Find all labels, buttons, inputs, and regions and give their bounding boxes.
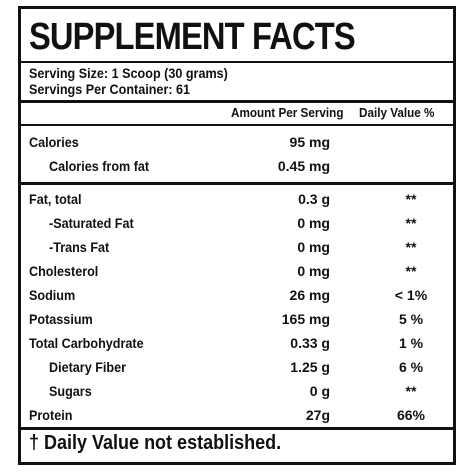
nutrient-name: Cholesterol — [29, 263, 99, 279]
nutrient-amount: 95 mg — [289, 134, 330, 150]
nutrient-daily-value: 6 % — [398, 359, 424, 375]
nutrient-amount: 27g — [305, 407, 330, 423]
nutrient-name: Sodium — [29, 287, 76, 303]
nutrient-row-fat-total: Fat, total 0.3 g ** — [21, 187, 453, 211]
nutrient-amount: 0 g — [309, 383, 330, 399]
divider — [21, 182, 453, 185]
nutrient-daily-value: ** — [405, 191, 417, 207]
divider — [21, 100, 453, 103]
nutrient-row-potassium: Potassium 165 mg 5 % — [21, 307, 453, 331]
nutrient-amount: 26 mg — [289, 287, 330, 303]
nutrient-daily-value: ** — [405, 239, 417, 255]
nutrient-row-total-carbohydrate: Total Carbohydrate 0.33 g 1 % — [21, 331, 453, 355]
supplement-facts-label: SUPPLEMENT FACTS Serving Size: 1 Scoop (… — [18, 6, 456, 465]
nutrient-name: -Trans Fat — [49, 239, 110, 255]
column-header-amount: Amount Per Serving — [231, 105, 344, 120]
column-header-daily-value: Daily Value % — [359, 105, 435, 120]
nutrient-name: Calories — [29, 134, 79, 150]
nutrient-row-trans-fat: -Trans Fat 0 mg ** — [21, 235, 453, 259]
label-title: SUPPLEMENT FACTS — [29, 16, 356, 58]
divider — [21, 427, 453, 430]
divider — [21, 124, 453, 126]
nutrient-daily-value: 66% — [396, 407, 426, 423]
nutrient-name: Potassium — [29, 311, 93, 327]
nutrient-amount: 0 mg — [297, 239, 330, 255]
nutrient-row-protein: Protein 27g 66% — [21, 403, 453, 427]
nutrient-name: -Saturated Fat — [49, 215, 134, 231]
divider — [21, 61, 453, 63]
nutrient-row-sugars: Sugars 0 g ** — [21, 379, 453, 403]
nutrient-daily-value: 1 % — [398, 335, 424, 351]
nutrient-row-dietary-fiber: Dietary Fiber 1.25 g 6 % — [21, 355, 453, 379]
nutrient-amount: 0 mg — [297, 263, 330, 279]
nutrient-amount: 1.25 g — [290, 359, 330, 375]
nutrient-name: Sugars — [49, 383, 92, 399]
nutrient-amount: 0.45 mg — [277, 158, 330, 174]
nutrient-daily-value: ** — [405, 383, 417, 399]
nutrient-daily-value: ** — [405, 263, 417, 279]
nutrient-daily-value: < 1% — [394, 287, 428, 303]
serving-size: Serving Size: 1 Scoop (30 grams) — [29, 65, 228, 81]
nutrient-name: Calories from fat — [49, 158, 150, 174]
nutrient-amount: 0.33 g — [290, 335, 330, 351]
nutrient-amount: 165 mg — [281, 311, 330, 327]
nutrient-name: Dietary Fiber — [49, 359, 127, 375]
nutrient-row-cholesterol: Cholesterol 0 mg ** — [21, 259, 453, 283]
nutrient-row-calories-from-fat: Calories from fat 0.45 mg — [21, 154, 453, 178]
nutrient-daily-value: ** — [405, 215, 417, 231]
nutrient-name: Fat, total — [29, 191, 82, 207]
servings-per-container: Servings Per Container: 61 — [29, 81, 191, 97]
nutrient-name: Total Carbohydrate — [29, 335, 144, 351]
nutrient-amount: 0.3 g — [298, 191, 330, 207]
nutrient-row-sodium: Sodium 26 mg < 1% — [21, 283, 453, 307]
nutrient-row-calories: Calories 95 mg — [21, 130, 453, 154]
footnote: † Daily Value not established. — [29, 432, 282, 454]
nutrient-name: Protein — [29, 407, 73, 423]
nutrient-row-saturated-fat: -Saturated Fat 0 mg ** — [21, 211, 453, 235]
nutrient-daily-value: 5 % — [398, 311, 424, 327]
nutrient-amount: 0 mg — [297, 215, 330, 231]
